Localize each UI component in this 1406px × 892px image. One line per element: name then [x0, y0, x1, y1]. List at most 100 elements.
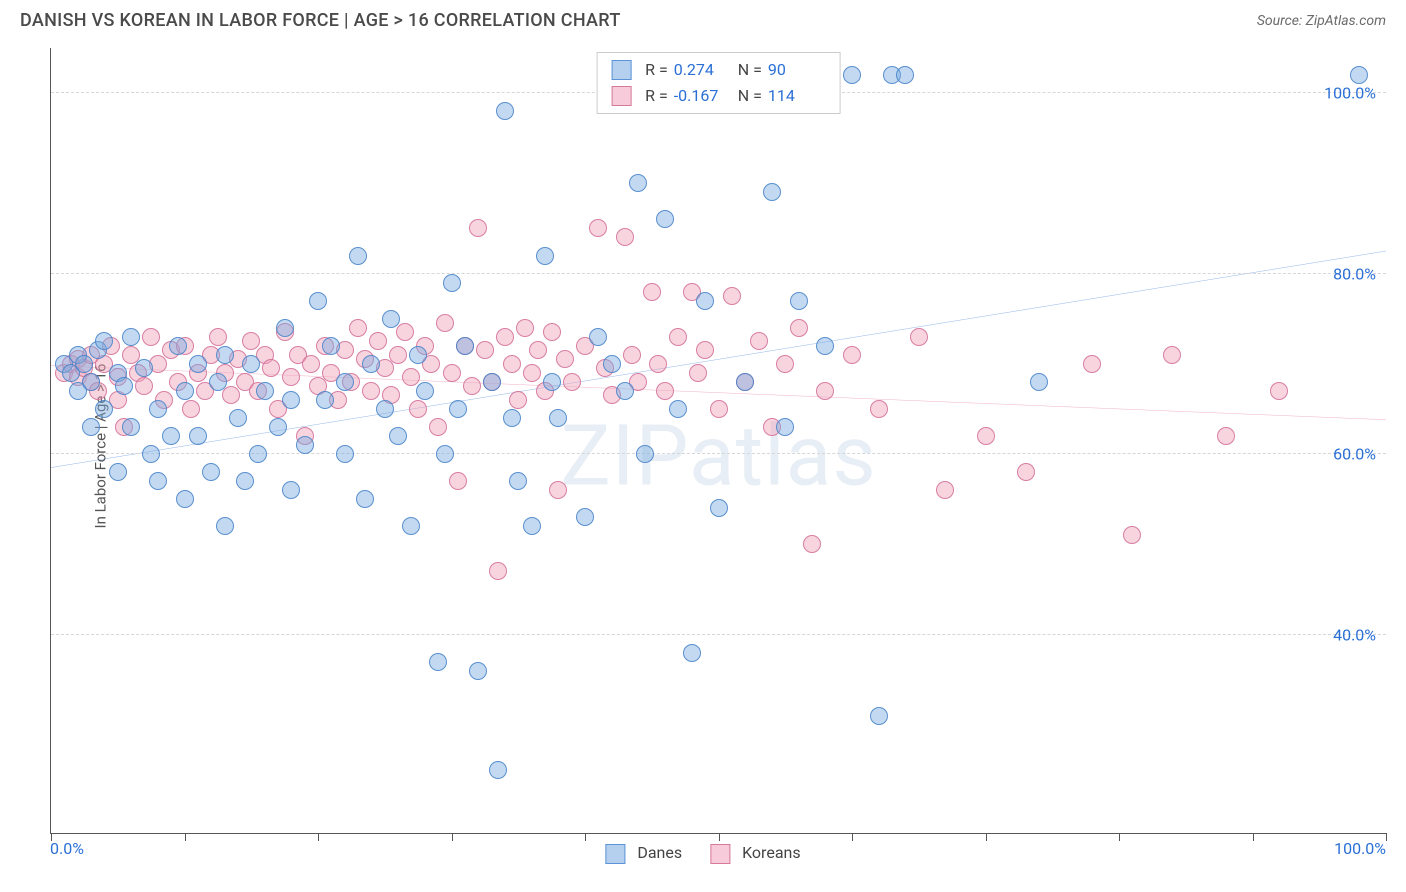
data-point	[142, 328, 160, 346]
x-tick	[719, 833, 720, 841]
data-point	[115, 377, 133, 395]
data-point	[977, 427, 995, 445]
data-point	[529, 341, 547, 359]
data-point	[776, 418, 794, 436]
data-point	[763, 183, 781, 201]
x-tick	[986, 833, 987, 841]
data-point	[269, 418, 287, 436]
y-tick-label: 40.0%	[1333, 625, 1376, 644]
data-point	[509, 472, 527, 490]
data-point	[616, 382, 634, 400]
x-axis-max-label: 100.0%	[1334, 839, 1386, 858]
data-point	[496, 328, 514, 346]
data-point	[503, 409, 521, 427]
data-point	[469, 219, 487, 237]
data-point	[656, 210, 674, 228]
data-point	[483, 373, 501, 391]
data-point	[1163, 346, 1181, 364]
x-tick	[452, 833, 453, 841]
data-point	[509, 391, 527, 409]
koreans-swatch-icon	[611, 86, 631, 106]
data-point	[843, 346, 861, 364]
data-point	[896, 66, 914, 84]
data-point	[476, 341, 494, 359]
data-point	[1350, 66, 1368, 84]
data-point	[362, 355, 380, 373]
data-point	[282, 481, 300, 499]
data-point	[256, 382, 274, 400]
data-point	[443, 274, 461, 292]
data-point	[296, 436, 314, 454]
data-point	[543, 323, 561, 341]
data-point	[189, 427, 207, 445]
correlation-row-danes: R = 0.274 N = 90	[611, 57, 826, 83]
data-point	[576, 508, 594, 526]
data-point	[589, 219, 607, 237]
data-point	[396, 323, 414, 341]
data-point	[95, 400, 113, 418]
data-point	[549, 409, 567, 427]
data-point	[750, 332, 768, 350]
koreans-swatch-icon	[710, 844, 730, 864]
data-point	[536, 247, 554, 265]
data-point	[176, 382, 194, 400]
trend-lines	[51, 48, 1386, 833]
data-point	[549, 481, 567, 499]
data-point	[189, 355, 207, 373]
data-point	[643, 283, 661, 301]
data-point	[349, 319, 367, 337]
data-point	[1270, 382, 1288, 400]
data-point	[843, 66, 861, 84]
data-point	[109, 463, 127, 481]
data-point	[236, 472, 254, 490]
data-point	[503, 355, 521, 373]
y-tick-label: 60.0%	[1333, 445, 1376, 464]
data-point	[543, 373, 561, 391]
data-point	[216, 346, 234, 364]
data-point	[322, 337, 340, 355]
danes-n-value: 90	[768, 57, 826, 83]
data-point	[282, 391, 300, 409]
data-point	[216, 517, 234, 535]
data-point	[135, 377, 153, 395]
data-point	[436, 445, 454, 463]
data-point	[489, 761, 507, 779]
data-point	[336, 373, 354, 391]
data-point	[362, 382, 380, 400]
data-point	[563, 373, 581, 391]
data-point	[376, 400, 394, 418]
data-point	[82, 418, 100, 436]
data-point	[202, 463, 220, 481]
data-point	[229, 409, 247, 427]
data-point	[389, 427, 407, 445]
data-point	[936, 481, 954, 499]
n-label: N =	[738, 57, 762, 83]
watermark: ZIPatlas	[560, 407, 876, 506]
data-point	[356, 490, 374, 508]
data-point	[429, 418, 447, 436]
data-point	[669, 400, 687, 418]
data-point	[302, 355, 320, 373]
data-point	[603, 355, 621, 373]
x-tick	[185, 833, 186, 841]
data-point	[523, 364, 541, 382]
data-point	[429, 653, 447, 671]
data-point	[316, 391, 334, 409]
series-legend: Danes Koreans	[605, 843, 800, 864]
r-label: R =	[645, 83, 668, 109]
data-point	[816, 382, 834, 400]
data-point	[636, 445, 654, 463]
data-point	[656, 382, 674, 400]
data-point	[1217, 427, 1235, 445]
data-point	[75, 355, 93, 373]
data-point	[222, 386, 240, 404]
data-point	[382, 310, 400, 328]
koreans-label: Koreans	[742, 843, 801, 862]
koreans-r-value: -0.167	[674, 83, 732, 109]
data-point	[463, 377, 481, 395]
gridline	[51, 273, 1386, 274]
data-point	[776, 355, 794, 373]
danes-r-value: 0.274	[674, 57, 732, 83]
data-point	[649, 355, 667, 373]
data-point	[723, 287, 741, 305]
